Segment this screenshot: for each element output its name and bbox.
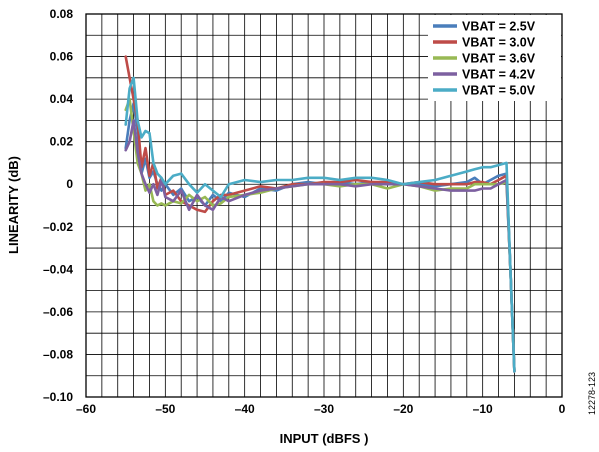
y-tick-label: –0.02 — [43, 220, 73, 234]
legend-label: VBAT = 4.2V — [462, 68, 536, 82]
figure-id: 12278-123 — [587, 372, 597, 415]
y-tick-label: –0.04 — [43, 262, 73, 276]
x-tick-label: –40 — [235, 402, 255, 416]
tick-labels: –60 –50 –40 –30 –20 –10 0 0.08 0.06 0.04 0.02 0 –0.0… — [43, 7, 566, 416]
y-tick-label: 0.04 — [50, 92, 74, 106]
x-tick-label: 0 — [559, 402, 566, 416]
legend-label: VBAT = 5.0V — [462, 84, 536, 98]
y-tick-label: 0 — [66, 177, 73, 191]
series-line-3 — [124, 97, 516, 373]
x-tick-label: –30 — [314, 402, 334, 416]
y-tick-label: –0.06 — [43, 305, 73, 319]
series-line-4 — [124, 119, 516, 373]
x-axis-title: INPUT (dBFS ) — [280, 431, 369, 446]
legend-label: VBAT = 3.6V — [462, 52, 536, 66]
x-tick-label: –10 — [473, 402, 493, 416]
legend-label: VBAT = 3.0V — [462, 36, 536, 50]
data-series — [124, 55, 516, 373]
legend: VBAT = 2.5V VBAT = 3.0V VBAT = 3.6V VBAT = … — [428, 15, 561, 101]
y-axis-title: LINEARITY (dB) — [6, 156, 21, 254]
y-tick-label: 0.02 — [50, 135, 74, 149]
plot-frame — [85, 13, 563, 398]
y-tick-label: –0.10 — [43, 390, 73, 404]
x-tick-label: –20 — [393, 402, 413, 416]
series-line-5 — [124, 76, 516, 373]
x-tick-label: –60 — [76, 402, 96, 416]
y-tick-label: 0.06 — [50, 50, 74, 64]
y-tick-label: –0.08 — [43, 347, 73, 361]
series-line-2 — [124, 55, 516, 373]
series-line-1 — [124, 102, 516, 373]
legend-label: VBAT = 2.5V — [462, 20, 536, 34]
x-tick-label: –50 — [155, 402, 175, 416]
y-tick-label: 0.08 — [50, 7, 74, 21]
